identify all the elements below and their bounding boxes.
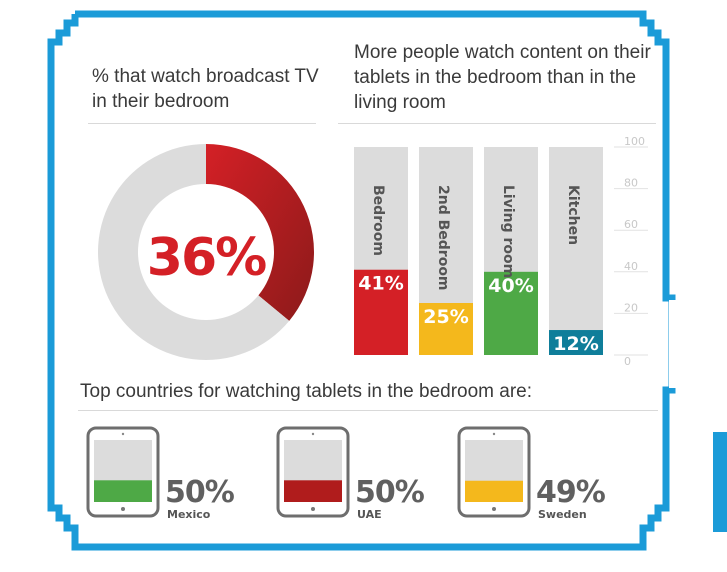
- y-tick-label: 100: [624, 135, 645, 148]
- country-name: Sweden: [538, 508, 587, 521]
- donut-slice-rest: [98, 144, 290, 360]
- country-value-label: 50%: [165, 475, 235, 510]
- bar: [419, 303, 473, 355]
- bar-value-label: 25%: [423, 306, 468, 328]
- tablet-fill: [284, 480, 342, 502]
- bar-category-label: Kitchen: [565, 185, 581, 245]
- country-value-label: 49%: [536, 475, 606, 510]
- donut-value-label: 36%: [147, 228, 266, 288]
- tablet-camera: [121, 432, 125, 436]
- tablet-button: [311, 507, 315, 511]
- donut-divider: [88, 123, 316, 124]
- tablet-icon: [457, 426, 531, 518]
- bar-category-label: 2nd Bedroom: [435, 185, 451, 291]
- donut-slice-highlight: [206, 144, 315, 321]
- donut-title: % that watch broadcast TV in their bedro…: [92, 66, 319, 112]
- y-tick-label: 60: [624, 218, 638, 231]
- country-value-label: 50%: [355, 475, 425, 510]
- tablet-camera: [492, 432, 496, 436]
- tablet-fill: [94, 480, 152, 502]
- y-tick-label: 40: [624, 260, 638, 273]
- y-tick-label: 0: [624, 355, 631, 368]
- y-tick-label: 80: [624, 177, 638, 190]
- tablet-icon: [276, 426, 350, 518]
- tablet-icon: [86, 426, 160, 518]
- countries-title: Top countries for watching tablets in th…: [80, 381, 533, 402]
- bar-background: [549, 147, 603, 355]
- bar-value-label: 12%: [553, 333, 598, 355]
- frame-gap: [669, 300, 709, 388]
- tablet-fill: [465, 480, 523, 502]
- tablet-button: [492, 507, 496, 511]
- frame-fragment: [713, 432, 727, 532]
- country-name: UAE: [357, 508, 382, 521]
- bar-value-label: 40%: [488, 275, 533, 297]
- bar-value-label: 41%: [358, 273, 403, 295]
- frame-outline: [47, 10, 676, 551]
- bar: [354, 269, 408, 355]
- bar: [549, 330, 603, 355]
- bar-chart-divider: [338, 123, 656, 124]
- bar-chart-title: More people watch content on their table…: [354, 42, 651, 113]
- tablet-button: [121, 507, 125, 511]
- bar-category-label: Bedroom: [370, 185, 386, 256]
- countries-divider: [78, 410, 658, 411]
- tablet-camera: [311, 432, 315, 436]
- bar-category-label: Living room: [500, 185, 516, 278]
- y-tick-label: 20: [624, 301, 638, 314]
- country-name: Mexico: [167, 508, 211, 521]
- bar: [484, 271, 538, 355]
